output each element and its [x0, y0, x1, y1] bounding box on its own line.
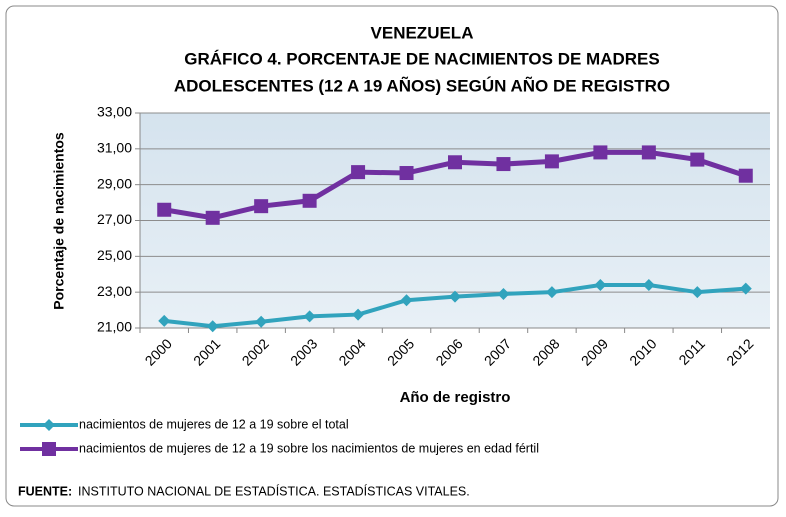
y-tick-label: 23,00	[97, 283, 132, 299]
marker	[496, 157, 511, 172]
marker	[497, 287, 510, 300]
marker	[738, 168, 753, 183]
marker	[594, 279, 607, 291]
marker	[43, 419, 55, 431]
marker	[42, 442, 56, 456]
y-tick-label: 27,00	[97, 211, 132, 227]
y-tick-label: 31,00	[97, 140, 132, 156]
marker	[157, 202, 172, 217]
marker	[255, 315, 268, 328]
chart-title: VENEZUELA	[371, 23, 474, 42]
marker	[545, 286, 558, 299]
y-tick-label: 33,00	[97, 104, 132, 120]
y-tick-label: 29,00	[97, 175, 132, 191]
marker	[400, 294, 413, 307]
marker	[690, 152, 705, 167]
marker	[351, 165, 366, 180]
y-axis-title: Porcentaje de nacimientos	[51, 132, 67, 310]
marker	[206, 320, 219, 333]
legend-label: nacimientos de mujeres de 12 a 19 sobre …	[79, 441, 539, 455]
legend-label: nacimientos de mujeres de 12 a 19 sobre …	[79, 417, 349, 431]
x-axis-title: Año de registro	[400, 389, 511, 406]
marker	[642, 279, 655, 291]
y-tick-label: 25,00	[97, 247, 132, 263]
y-tick-label: 21,00	[97, 319, 132, 335]
marker	[641, 145, 656, 160]
marker	[449, 290, 461, 303]
marker	[739, 282, 752, 295]
source: INSTITUTO NACIONAL DE ESTADÍSTICA. ESTAD…	[78, 483, 470, 498]
marker	[691, 286, 704, 299]
chart-title: ADOLESCENTES (12 A 19 AÑOS) SEGÚN AÑO DE…	[174, 75, 670, 95]
marker	[205, 210, 220, 225]
marker	[158, 314, 171, 327]
marker	[399, 166, 414, 181]
chart-title: GRÁFICO 4. PORCENTAJE DE NACIMIENTOS DE …	[184, 49, 659, 68]
marker	[352, 308, 365, 321]
marker	[302, 193, 317, 208]
source-label: FUENTE:	[18, 484, 72, 498]
marker	[254, 199, 269, 214]
marker	[593, 145, 608, 160]
marker	[448, 155, 462, 170]
marker	[303, 310, 316, 323]
marker	[544, 154, 559, 169]
